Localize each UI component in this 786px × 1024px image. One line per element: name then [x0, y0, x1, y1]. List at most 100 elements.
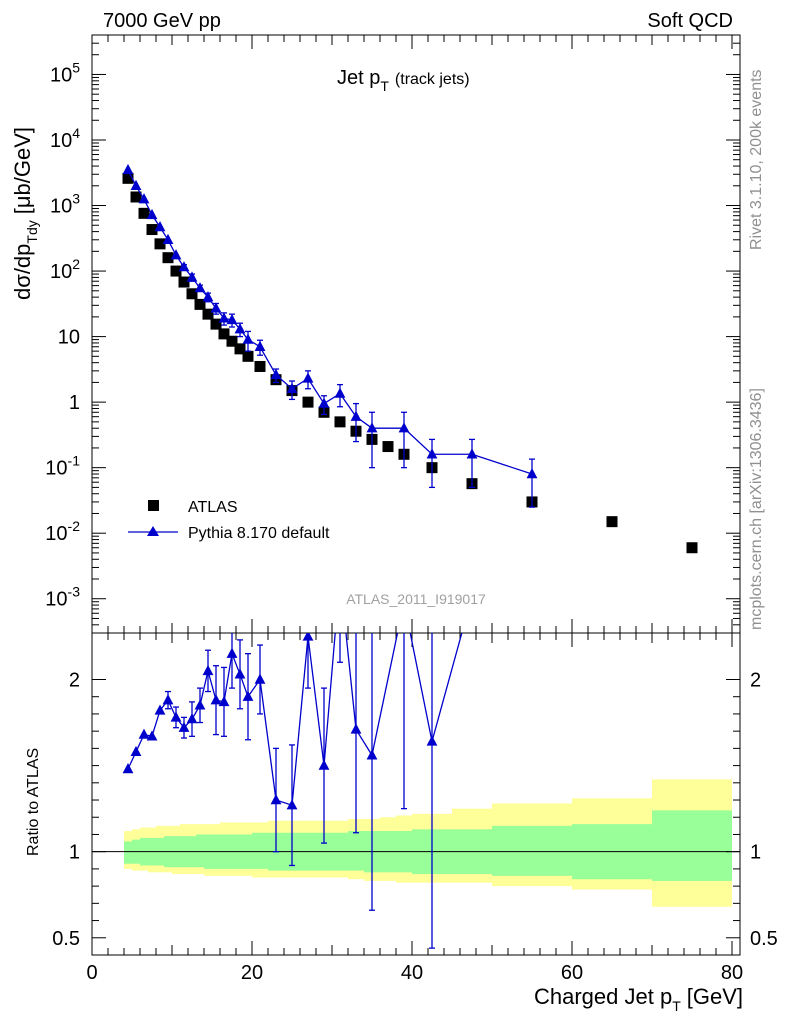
ratio-data-point — [242, 690, 254, 701]
atlas-data-point — [154, 238, 166, 250]
y-tick-label: 1 — [69, 392, 80, 414]
pythia-data-point — [130, 179, 142, 190]
ratio-y-tick-label: 2 — [69, 669, 80, 691]
atlas-data-point — [130, 191, 142, 203]
atlas-data-point — [178, 276, 190, 288]
inner-band-segment — [492, 825, 572, 876]
y-tick-label: 10-1 — [45, 453, 80, 480]
pythia-data-point — [186, 271, 198, 282]
atlas-data-point — [162, 252, 174, 264]
ratio-data-point — [302, 633, 314, 641]
ratio-data-point — [350, 723, 362, 734]
ratio-data-point — [186, 713, 198, 724]
pythia-data-point — [170, 249, 182, 260]
atlas-data-point — [254, 360, 266, 372]
ratio-data-point — [154, 704, 166, 715]
y-tick-label: 10-3 — [45, 584, 80, 611]
ratio-data-point — [366, 749, 378, 760]
pythia-data-point — [286, 382, 298, 393]
ratio-data-point — [254, 673, 266, 684]
ratio-uncertainty-bands — [124, 779, 732, 907]
ratio-data-point — [130, 745, 142, 757]
atlas-data-point — [138, 207, 150, 219]
ratio-data-point — [218, 695, 230, 707]
atlas-data-point — [186, 288, 198, 300]
atlas-data-point — [606, 516, 618, 528]
ratio-data-point — [202, 664, 214, 676]
y-axis-label-sub: Tdy — [24, 220, 40, 243]
atlas-data-point — [226, 335, 238, 347]
atlas-data-point — [334, 416, 346, 428]
pythia-data-point — [334, 387, 346, 398]
ratio-data-point — [178, 721, 190, 732]
y-tick-label: 103 — [50, 191, 80, 218]
pythia-ratio-line — [127, 633, 463, 807]
ratio-y-tick-label-right: 2 — [750, 669, 761, 691]
atlas-data-point — [146, 224, 158, 236]
ratio-data-point — [426, 735, 438, 746]
main-plot-frame — [91, 34, 741, 634]
pythia-data-point — [154, 221, 166, 232]
pythia-data-point — [466, 448, 478, 459]
atlas-data-point — [170, 265, 182, 277]
x-tick-label: 20 — [241, 962, 263, 984]
x-axis-label-sub: T — [672, 998, 681, 1014]
ratio-y-tick-label-right: 1 — [750, 842, 761, 864]
pythia-data-point — [146, 208, 158, 220]
pythia-data-point — [226, 313, 238, 325]
pythia-data-point — [270, 368, 282, 380]
analysis-watermark: ATLAS_2011_I919017 — [346, 591, 486, 607]
pythia-data-point — [210, 302, 222, 313]
ratio-data-point — [138, 728, 150, 739]
y-tick-label: 105 — [50, 59, 80, 86]
ratio-data-point — [162, 694, 174, 705]
legend-atlas-marker — [148, 500, 159, 511]
y-tick-label: 102 — [50, 256, 80, 283]
ratio-data-point — [286, 799, 298, 810]
atlas-data-point — [210, 318, 222, 330]
y-axis-label-main: dσ/dp — [10, 244, 35, 300]
pythia-data-point — [426, 448, 438, 459]
ratio-y-axis-label: Ratio to ATLAS — [25, 748, 42, 856]
ratio-y-tick-label: 0.5 — [52, 928, 80, 950]
ratio-y-tick-label: 1 — [69, 842, 80, 864]
ratio-data-point — [335, 570, 346, 580]
ratio-plot-frame — [91, 632, 741, 956]
x-tick-label: 60 — [561, 962, 583, 984]
ratio-data-point — [122, 763, 134, 774]
atlas-data-point — [302, 396, 314, 408]
atlas-data-point — [194, 298, 206, 310]
main-series — [122, 163, 698, 554]
pythia-data-point — [178, 261, 190, 272]
pythia-data-point — [202, 291, 214, 302]
ratio-data-point — [194, 699, 206, 710]
ratio-data-point — [226, 647, 238, 658]
pythia-data-point — [350, 410, 362, 421]
legend-pythia-marker — [147, 526, 159, 536]
header-right-label: Soft QCD — [647, 10, 733, 32]
ratio-data-point — [170, 711, 182, 722]
plot-title-note: (track jets) — [395, 71, 470, 88]
plot-title-sub: T — [380, 78, 389, 94]
ratio-data-point — [270, 794, 282, 805]
pythia-data-point — [318, 397, 330, 408]
pythia-data-point — [162, 233, 174, 244]
ratio-series — [122, 570, 463, 949]
pythia-data-point — [138, 193, 150, 204]
pythia-data-point — [218, 312, 230, 323]
plot-title: Jet pT (track jets) — [337, 67, 470, 94]
pythia-data-point — [122, 163, 134, 175]
x-tick-label: 80 — [721, 962, 743, 984]
header-left-label: 7000 GeV pp — [103, 10, 221, 32]
pythia-data-point — [302, 372, 314, 383]
inner-band-segment — [196, 834, 204, 868]
axis-ticks — [91, 34, 740, 955]
y-tick-label: 10 — [58, 327, 80, 349]
x-tick-label: 40 — [401, 962, 423, 984]
plot-title-main: Jet p — [337, 67, 380, 89]
y-tick-label: 10-2 — [45, 518, 80, 545]
legend-pythia-label: Pythia 8.170 default — [188, 525, 330, 542]
y-tick-label: 104 — [50, 125, 80, 152]
y-axis-label-unit: [μb/GeV] — [10, 127, 35, 214]
